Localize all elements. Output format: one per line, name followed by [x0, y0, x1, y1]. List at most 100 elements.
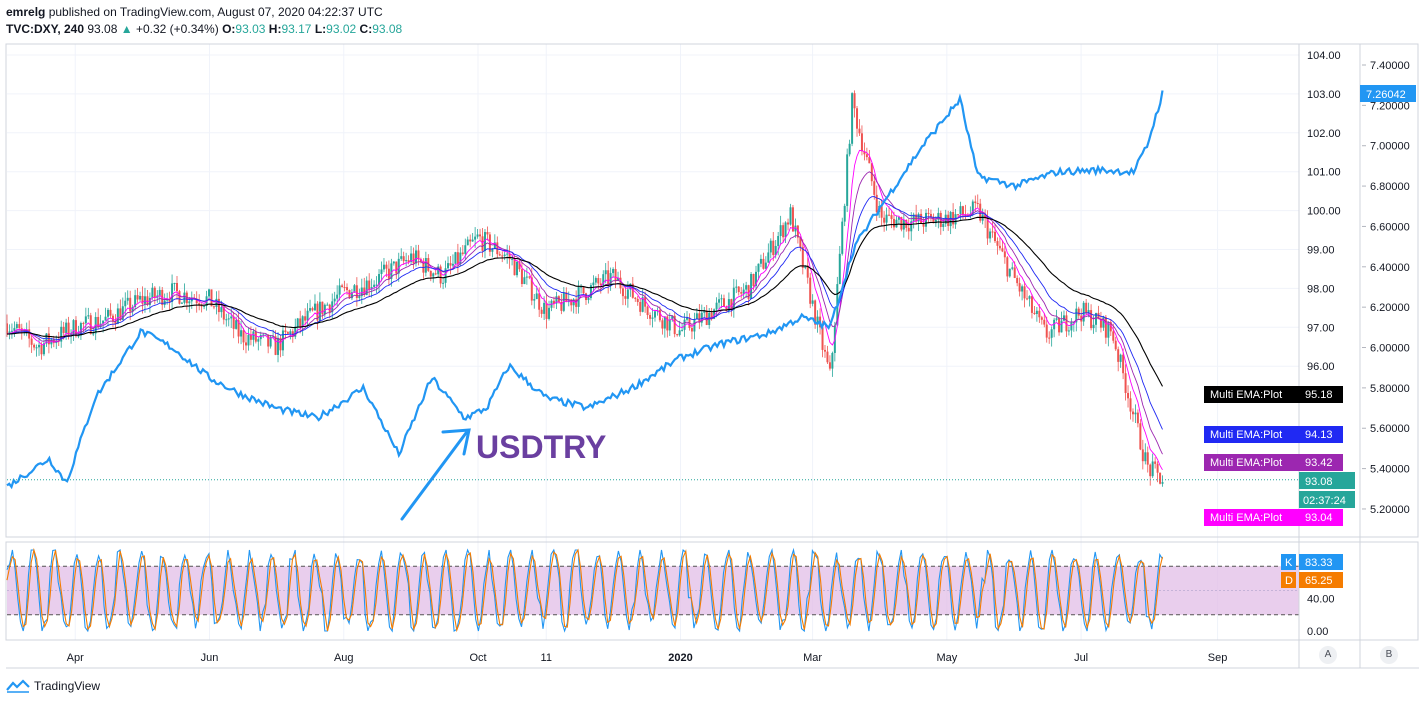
- dxy-candle-body: [984, 214, 987, 219]
- dxy-candle-body: [304, 316, 307, 321]
- dxy-candle-body: [525, 276, 528, 278]
- dxy-candle-body: [1085, 302, 1088, 314]
- dxy-candle-body: [449, 263, 452, 266]
- dxy-candle-body: [1092, 324, 1095, 329]
- countdown-badge: 02:37:24: [1299, 491, 1355, 508]
- dxy-candle-body: [801, 246, 804, 268]
- dxy-candle-body: [407, 260, 410, 262]
- dxy-candle-body: [375, 284, 378, 286]
- dxy-candle-body: [777, 236, 780, 246]
- dxy-candle-body: [1060, 320, 1063, 333]
- usdtry-tick-label: 7.20000: [1370, 100, 1410, 112]
- dxy-candle-body: [479, 234, 482, 237]
- dxy-candle-body: [816, 316, 819, 325]
- dxy-candle-body: [989, 231, 992, 239]
- dxy-candle-body: [15, 324, 18, 329]
- dxy-candle-body: [368, 280, 371, 290]
- dxy-candle-body: [139, 295, 142, 300]
- dxy-candle-body: [378, 274, 381, 285]
- dxy-candle-body: [695, 313, 698, 320]
- x-tick-label: May: [936, 652, 957, 664]
- dxy-candle-body: [764, 262, 767, 269]
- badge-label-text: Multi EMA:Plot: [1210, 429, 1282, 441]
- last-price: 93.08: [87, 22, 118, 36]
- dxy-candle-body: [380, 269, 383, 275]
- dxy-candle-body: [900, 217, 903, 230]
- close-value: 93.08: [372, 22, 403, 36]
- stoch-badge-value: 65.25: [1305, 575, 1333, 587]
- stoch-pane-border: [5, 541, 1419, 641]
- dxy-candle-body: [116, 308, 119, 324]
- dxy-candle-body: [1156, 463, 1159, 473]
- dxy-candle-body: [289, 331, 292, 334]
- tradingview-footer[interactable]: TradingView: [6, 679, 100, 693]
- x-tick-label: Mar: [803, 652, 822, 664]
- dxy-candle-body: [700, 312, 703, 323]
- dxy-candle-body: [501, 255, 504, 257]
- dxy-candle-body: [587, 298, 590, 301]
- dxy-candle-body: [414, 250, 417, 264]
- symbol-name[interactable]: TVC:DXY, 240: [6, 22, 85, 36]
- log-scale-button[interactable]: B: [1380, 646, 1398, 664]
- dxy-candle-body: [301, 316, 304, 327]
- dxy-candle-body: [1013, 267, 1016, 278]
- close-label: C:: [359, 22, 373, 36]
- dxy-candle-body: [1043, 319, 1046, 325]
- x-tick-label: Apr: [67, 652, 84, 664]
- dxy-candle-body: [932, 216, 935, 224]
- dxy-last-bg: [1299, 472, 1355, 489]
- dxy-candle-body: [1154, 461, 1157, 464]
- dxy-candle-body: [1040, 317, 1043, 320]
- dxy-candle-body: [483, 232, 486, 251]
- dxy-candle-body: [466, 239, 469, 246]
- dxy-candle-body: [488, 234, 491, 252]
- dxy-candle-body: [991, 231, 994, 233]
- dxy-candle-body: [102, 320, 105, 324]
- dxy-candle-body: [222, 307, 225, 320]
- auto-scale-button[interactable]: A: [1319, 646, 1337, 664]
- dxy-candle-body: [1109, 322, 1112, 332]
- dxy-candle-body: [774, 245, 777, 256]
- dxy-candle-body: [1055, 318, 1058, 320]
- dxy-candle-body: [1075, 308, 1078, 323]
- dxy-candle-body: [1001, 248, 1004, 252]
- dxy-candle-body: [77, 335, 80, 337]
- dxy-candle-body: [814, 300, 817, 325]
- dxy-last-badge: 93.08: [1299, 472, 1355, 489]
- dxy-candle-body: [934, 219, 937, 224]
- dxy-candle-body: [974, 201, 977, 204]
- dxy-candle-body: [247, 334, 250, 346]
- dxy-candle-body: [892, 218, 895, 228]
- dxy-candle-body: [888, 214, 891, 216]
- dxy-candle-body: [639, 302, 642, 312]
- dxy-candle-body: [804, 265, 807, 268]
- dxy-candle-body: [8, 331, 11, 335]
- dxy-candle-body: [1050, 329, 1053, 338]
- annotation: USDTRY: [400, 428, 606, 521]
- dxy-candle-body: [333, 298, 336, 302]
- dxy-tick-label: 101.00: [1307, 167, 1341, 179]
- dxy-candle-body: [750, 273, 753, 299]
- dxy-candle-body: [841, 221, 844, 254]
- dxy-candle-body: [533, 299, 536, 301]
- dxy-candle-body: [791, 207, 794, 232]
- stoch-k-line: [6, 547, 1163, 633]
- dxy-candle-body: [195, 299, 198, 304]
- dxy-candle-body: [173, 282, 176, 284]
- dxy-candle-body: [823, 349, 826, 352]
- dxy-candle-body: [10, 330, 13, 332]
- dxy-candle-body: [1104, 316, 1107, 338]
- dxy-candle-body: [309, 308, 312, 311]
- dxy-candle-body: [641, 297, 644, 312]
- dxy-candle-body: [336, 294, 339, 299]
- dxy-candle-body: [594, 278, 597, 283]
- dxy-candle-body: [454, 252, 457, 264]
- dxy-candle-body: [653, 311, 656, 318]
- dxy-candle-body: [796, 225, 799, 238]
- dxy-candle-body: [1077, 308, 1080, 316]
- usdtry-last-bg: [1360, 85, 1416, 102]
- dxy-candle-body: [1119, 354, 1122, 362]
- usdtry-annotation-label: USDTRY: [476, 429, 606, 465]
- x-tick-label: Jul: [1074, 652, 1088, 664]
